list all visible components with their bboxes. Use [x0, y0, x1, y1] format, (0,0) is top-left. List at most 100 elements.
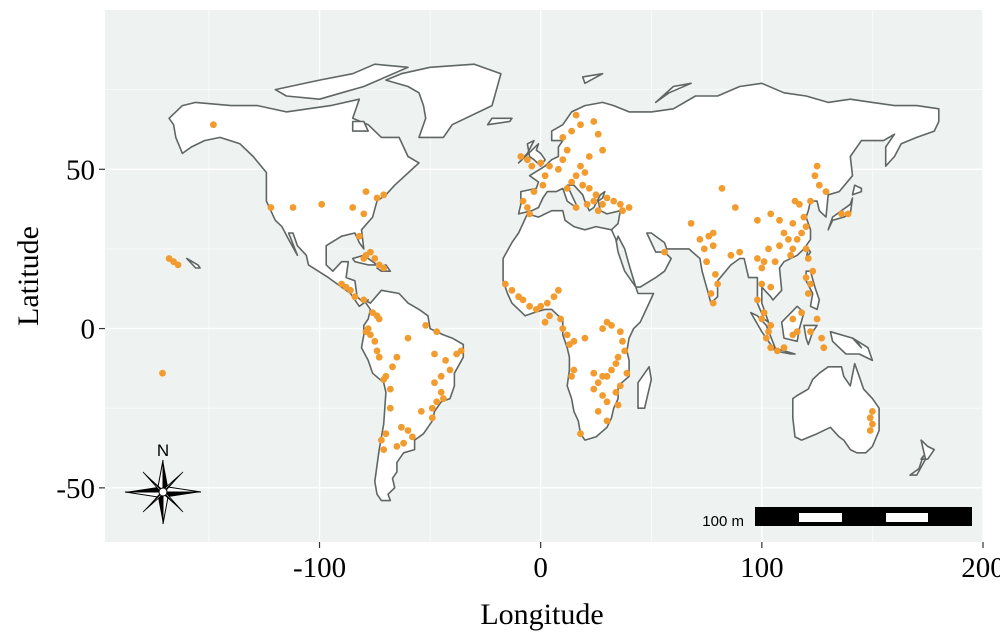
occurrence-point — [623, 369, 631, 377]
occurrence-point — [700, 245, 708, 253]
occurrence-point — [349, 204, 357, 211]
occurrence-point — [422, 322, 430, 329]
occurrence-point — [398, 423, 405, 431]
land-polygon — [186, 257, 201, 269]
occurrence-point — [802, 245, 810, 253]
occurrence-point — [612, 360, 620, 367]
occurrence-point — [559, 325, 567, 332]
occurrence-point — [563, 331, 571, 339]
occurrence-point — [776, 242, 783, 250]
occurrence-point — [373, 347, 381, 355]
occurrence-point — [581, 334, 589, 342]
land-polygon — [360, 289, 465, 502]
occurrence-point — [530, 188, 538, 196]
occurrence-point — [585, 185, 593, 192]
occurrence-point — [543, 299, 551, 307]
occurrence-point — [446, 366, 454, 374]
occurrence-point — [367, 331, 374, 339]
occurrence-point — [754, 216, 761, 224]
occurrence-point — [559, 134, 567, 141]
occurrence-point — [563, 185, 571, 192]
occurrence-point — [380, 376, 388, 383]
occurrence-point — [546, 162, 553, 170]
x-axis-title: Longitude — [480, 598, 603, 631]
occurrence-point — [528, 162, 536, 170]
occurrence-point — [380, 446, 388, 453]
y-tick-label: -50 — [56, 473, 95, 505]
occurrence-point — [386, 404, 394, 412]
occurrence-point — [709, 242, 717, 250]
occurrence-point — [800, 213, 808, 221]
y-tick-label: 50 — [66, 154, 95, 186]
north-arrow-compass-icon: N — [124, 441, 202, 525]
occurrence-point — [844, 210, 852, 218]
occurrence-points — [159, 111, 876, 453]
x-tick-label: 200 — [961, 552, 1000, 584]
occurrence-point — [714, 280, 721, 288]
occurrence-point — [661, 248, 668, 256]
occurrence-point — [555, 165, 562, 173]
occurrence-point — [610, 197, 618, 205]
occurrence-point — [760, 309, 768, 316]
occurrence-point — [603, 398, 611, 406]
occurrence-point — [599, 392, 606, 399]
occurrence-point — [404, 427, 412, 434]
occurrence-point — [603, 194, 611, 202]
occurrence-point — [736, 248, 744, 256]
x-tick-label: 0 — [533, 552, 548, 584]
occurrence-point — [389, 363, 396, 371]
occurrence-point — [380, 191, 388, 199]
occurrence-point — [758, 315, 766, 323]
occurrence-point — [709, 299, 717, 307]
occurrence-point — [754, 255, 761, 262]
occurrence-point — [289, 204, 297, 211]
occurrence-point — [393, 353, 401, 361]
occurrence-point — [612, 388, 620, 396]
occurrence-point — [590, 197, 598, 205]
land-polygon — [274, 63, 409, 100]
occurrence-point — [820, 344, 828, 352]
occurrence-point — [537, 302, 545, 310]
occurrence-point — [570, 337, 578, 345]
land-polygon — [168, 98, 420, 308]
occurrence-point — [614, 401, 622, 409]
x-tick-label: -100 — [293, 552, 346, 584]
occurrence-point — [579, 181, 587, 189]
occurrence-point — [210, 121, 217, 129]
occurrence-point — [267, 204, 275, 211]
occurrence-point — [537, 159, 545, 167]
occurrence-point — [621, 347, 629, 355]
occurrence-point — [773, 347, 781, 355]
occurrence-point — [802, 274, 810, 281]
occurrence-point — [608, 322, 615, 329]
y-axis-title: Latitude — [12, 226, 45, 326]
occurrence-point — [431, 350, 438, 358]
occurrence-point — [760, 258, 768, 266]
occurrence-point — [386, 385, 394, 393]
occurrence-point — [625, 204, 633, 211]
occurrence-point — [362, 188, 370, 196]
occurrence-point — [599, 146, 606, 154]
occurrence-point — [360, 255, 368, 262]
occurrence-point — [793, 236, 801, 243]
occurrence-point — [754, 296, 761, 304]
occurrence-point — [555, 286, 562, 294]
scale-bar-frame — [755, 507, 972, 526]
occurrence-point — [767, 210, 775, 218]
occurrence-point — [599, 372, 606, 380]
occurrence-point — [780, 344, 788, 352]
occurrence-point — [526, 210, 533, 218]
land-polygon — [851, 337, 863, 349]
occurrence-point — [550, 293, 558, 301]
occurrence-point — [541, 318, 549, 326]
land-polygon — [851, 184, 863, 196]
occurrence-point — [796, 200, 803, 208]
occurrence-point — [785, 236, 792, 243]
occurrence-point — [767, 283, 775, 291]
occurrence-point — [776, 216, 783, 224]
occurrence-point — [375, 353, 383, 361]
occurrence-point — [818, 334, 825, 342]
occurrence-point — [519, 197, 527, 205]
occurrence-point — [360, 296, 368, 304]
occurrence-point — [519, 296, 527, 304]
